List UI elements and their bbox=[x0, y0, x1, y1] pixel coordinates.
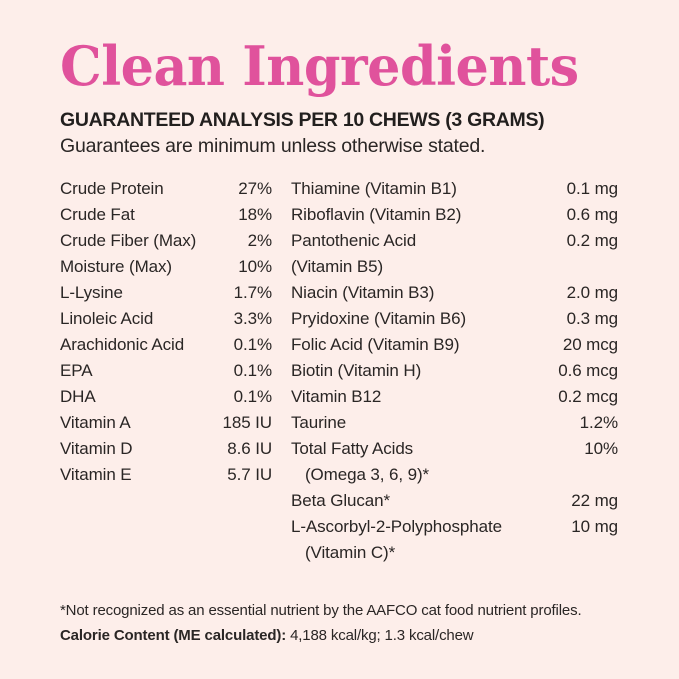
nutrient-value: 20 mcg bbox=[562, 335, 618, 354]
nutrient-value: 10 mg bbox=[571, 517, 618, 536]
nutrient-value: 0.1% bbox=[233, 361, 272, 380]
nutrient-value: 10% bbox=[584, 439, 618, 458]
nutrient-value: 0.1% bbox=[233, 387, 272, 406]
nutrient-label: Vitamin D bbox=[60, 439, 133, 458]
nutrient-value: 5.7 IU bbox=[227, 465, 272, 484]
nutrient-label: Beta Glucan* bbox=[291, 491, 390, 510]
nutrient-label: Niacin (Vitamin B3) bbox=[291, 283, 435, 302]
nutrient-row: EPA 0.1% bbox=[60, 358, 272, 384]
nutrient-value: 0.2 mcg bbox=[558, 387, 618, 406]
nutrient-value: 27% bbox=[238, 179, 272, 198]
nutrient-row: Vitamin D 8.6 IU bbox=[60, 436, 272, 462]
nutrient-label: Pantothenic Acid bbox=[291, 231, 417, 250]
aafco-footnote: *Not recognized as an essential nutrient… bbox=[60, 602, 582, 619]
nutrient-label: Biotin (Vitamin H) bbox=[291, 361, 422, 380]
nutrient-label: Vitamin A bbox=[60, 413, 131, 432]
nutrient-value: 185 IU bbox=[222, 413, 273, 432]
nutrient-row: Beta Glucan* 22 mg bbox=[291, 488, 618, 514]
nutrient-row: Pantothenic Acid 0.2 mg bbox=[291, 228, 618, 254]
nutrient-row: Niacin (Vitamin B3) 2.0 mg bbox=[291, 280, 618, 306]
guarantees-subheading: Guarantees are minimum unless otherwise … bbox=[60, 135, 486, 157]
nutrient-row: Total Fatty Acids 10% bbox=[291, 436, 618, 462]
nutrient-value: 8.6 IU bbox=[227, 439, 272, 458]
nutrient-label: EPA bbox=[60, 361, 93, 380]
nutrient-value: 1.7% bbox=[233, 283, 272, 302]
nutrient-row: (Vitamin C)* bbox=[291, 540, 618, 566]
nutrient-label: Crude Fat bbox=[60, 205, 135, 224]
nutrient-label: Linoleic Acid bbox=[60, 309, 154, 328]
nutrient-value: 1.2% bbox=[579, 413, 618, 432]
nutrient-row: Vitamin A 185 IU bbox=[60, 410, 272, 436]
nutrient-label: Crude Fiber (Max) bbox=[60, 231, 197, 250]
nutrient-label: Vitamin B12 bbox=[291, 387, 382, 406]
nutrient-label: Total Fatty Acids bbox=[291, 439, 414, 458]
nutrient-label: Arachidonic Acid bbox=[60, 335, 185, 354]
nutrient-value: 0.1% bbox=[233, 335, 272, 354]
nutrient-label: Folic Acid (Vitamin B9) bbox=[291, 335, 460, 354]
nutrient-label: DHA bbox=[60, 387, 96, 406]
nutrient-row: Thiamine (Vitamin B1) 0.1 mg bbox=[291, 176, 618, 202]
nutrient-value: 0.6 mcg bbox=[558, 361, 618, 380]
nutrient-value: 0.3 mg bbox=[566, 309, 618, 328]
guaranteed-analysis-heading: GUARANTEED ANALYSIS PER 10 CHEWS (3 GRAM… bbox=[60, 109, 545, 131]
nutrient-row: Biotin (Vitamin H) 0.6 mcg bbox=[291, 358, 618, 384]
nutrient-row: Linoleic Acid 3.3% bbox=[60, 306, 272, 332]
nutrient-label: Crude Protein bbox=[60, 179, 164, 198]
nutrient-value: 2% bbox=[247, 231, 272, 250]
nutrient-row: Crude Protein 27% bbox=[60, 176, 272, 202]
calorie-content-line: Calorie Content (ME calculated): 4,188 k… bbox=[60, 625, 474, 646]
nutrient-label: Pryidoxine (Vitamin B6) bbox=[291, 309, 467, 328]
nutrient-value: 3.3% bbox=[233, 309, 272, 328]
nutrient-row: DHA 0.1% bbox=[60, 384, 272, 410]
calorie-content-label: Calorie Content (ME calculated): bbox=[60, 627, 287, 644]
nutrient-value: 0.6 mg bbox=[566, 205, 618, 224]
nutrient-row: Crude Fat 18% bbox=[60, 202, 272, 228]
nutrient-row: Crude Fiber (Max) 2% bbox=[60, 228, 272, 254]
nutrient-row: (Vitamin B5) bbox=[291, 254, 618, 280]
nutrient-label: Vitamin E bbox=[60, 465, 132, 484]
nutrient-label: Moisture (Max) bbox=[60, 257, 172, 276]
nutrient-value: 0.1 mg bbox=[566, 179, 618, 198]
nutrient-row: Folic Acid (Vitamin B9) 20 mcg bbox=[291, 332, 618, 358]
nutrient-value: 18% bbox=[238, 205, 272, 224]
nutrient-label: (Omega 3, 6, 9)* bbox=[305, 465, 430, 484]
calorie-content-value: 4,188 kcal/kg; 1.3 kcal/chew bbox=[286, 627, 474, 644]
nutrient-row: Taurine 1.2% bbox=[291, 410, 618, 436]
nutrient-value: 10% bbox=[238, 257, 272, 276]
page-title: Clean Ingredients bbox=[60, 34, 579, 98]
nutrient-label: Taurine bbox=[291, 413, 347, 432]
nutrient-value: 2.0 mg bbox=[566, 283, 618, 302]
nutrient-row: L-Ascorbyl-2-Polyphosphate 10 mg bbox=[291, 514, 618, 540]
nutrient-value: 0.2 mg bbox=[566, 231, 618, 250]
nutrient-label: Riboflavin (Vitamin B2) bbox=[291, 205, 462, 224]
nutrient-row: Vitamin B12 0.2 mcg bbox=[291, 384, 618, 410]
nutrient-label: (Vitamin C)* bbox=[305, 543, 396, 562]
nutrient-value: 22 mg bbox=[571, 491, 618, 510]
nutrient-label: (Vitamin B5) bbox=[291, 257, 384, 276]
nutrient-column-right: Thiamine (Vitamin B1) 0.1 mg Riboflavin (V… bbox=[291, 176, 618, 566]
nutrient-row: L-Lysine 1.7% bbox=[60, 280, 272, 306]
nutrient-column-left: Crude Protein 27% Crude Fat 18% Crude Fiber … bbox=[60, 176, 272, 488]
nutrient-label: Thiamine (Vitamin B1) bbox=[291, 179, 457, 198]
nutrient-row: Arachidonic Acid 0.1% bbox=[60, 332, 272, 358]
nutrient-row: (Omega 3, 6, 9)* bbox=[291, 462, 618, 488]
nutrient-row: Pryidoxine (Vitamin B6) 0.3 mg bbox=[291, 306, 618, 332]
nutrient-label: L-Lysine bbox=[60, 283, 123, 302]
nutrient-row: Vitamin E 5.7 IU bbox=[60, 462, 272, 488]
nutrient-row: Riboflavin (Vitamin B2) 0.6 mg bbox=[291, 202, 618, 228]
nutrient-row: Moisture (Max) 10% bbox=[60, 254, 272, 280]
nutrient-label: L-Ascorbyl-2-Polyphosphate bbox=[291, 517, 502, 536]
